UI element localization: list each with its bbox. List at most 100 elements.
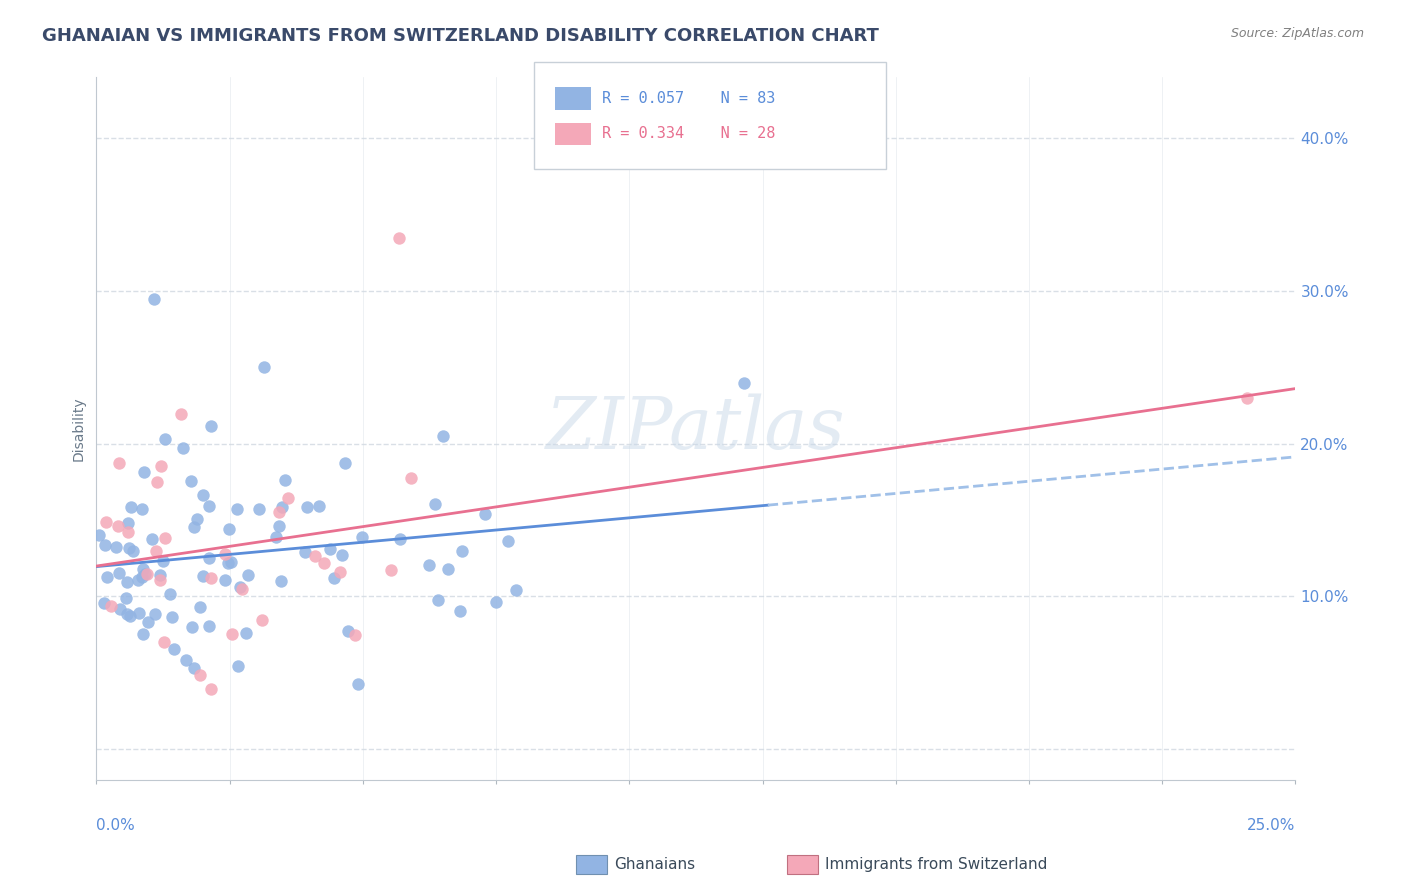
Point bbox=[226, 659, 249, 673]
Point bbox=[449, 604, 471, 618]
Point bbox=[96, 515, 118, 529]
Point bbox=[117, 525, 139, 540]
Point bbox=[294, 545, 316, 559]
Point bbox=[186, 512, 208, 526]
Point bbox=[136, 566, 159, 581]
Point bbox=[114, 591, 136, 605]
Text: 25.0%: 25.0% bbox=[1247, 818, 1295, 833]
Point bbox=[399, 470, 422, 484]
Point bbox=[295, 500, 318, 514]
Point bbox=[343, 628, 366, 642]
Point bbox=[118, 541, 141, 556]
Point bbox=[131, 627, 153, 641]
Text: 0.0%: 0.0% bbox=[97, 818, 135, 833]
Point bbox=[191, 569, 214, 583]
Point bbox=[131, 501, 153, 516]
Point bbox=[418, 558, 440, 572]
Point bbox=[329, 565, 352, 579]
Point bbox=[270, 574, 292, 588]
Point bbox=[108, 602, 131, 616]
Point bbox=[128, 606, 150, 620]
Point bbox=[271, 500, 294, 514]
Point bbox=[250, 613, 273, 627]
Point bbox=[160, 609, 183, 624]
Point bbox=[136, 615, 159, 630]
Text: R = 0.334    N = 28: R = 0.334 N = 28 bbox=[602, 127, 775, 141]
Point bbox=[120, 500, 142, 514]
Point bbox=[200, 419, 222, 434]
Point bbox=[188, 668, 211, 682]
Point bbox=[1236, 391, 1258, 405]
Point bbox=[142, 292, 165, 306]
Point bbox=[122, 544, 145, 558]
Point bbox=[231, 582, 253, 596]
Point bbox=[308, 499, 330, 513]
Point bbox=[183, 520, 205, 534]
Point bbox=[87, 528, 110, 542]
Point bbox=[100, 599, 122, 613]
Point bbox=[496, 534, 519, 549]
Text: Source: ZipAtlas.com: Source: ZipAtlas.com bbox=[1230, 27, 1364, 40]
Point bbox=[451, 544, 474, 558]
Point bbox=[105, 540, 128, 554]
Point bbox=[153, 635, 176, 649]
Point bbox=[191, 488, 214, 502]
Point bbox=[115, 575, 138, 590]
Text: GHANAIAN VS IMMIGRANTS FROM SWITZERLAND DISABILITY CORRELATION CHART: GHANAIAN VS IMMIGRANTS FROM SWITZERLAND … bbox=[42, 27, 879, 45]
Point bbox=[96, 570, 118, 584]
Point bbox=[219, 556, 242, 570]
Point bbox=[214, 547, 236, 561]
Point bbox=[318, 542, 340, 557]
Point bbox=[180, 620, 202, 634]
Point bbox=[333, 456, 356, 470]
Point bbox=[200, 571, 222, 585]
Point bbox=[149, 573, 172, 587]
Point bbox=[108, 456, 131, 470]
Point bbox=[141, 532, 163, 546]
Point bbox=[94, 538, 117, 552]
Point bbox=[134, 567, 156, 582]
Point bbox=[120, 609, 142, 624]
Point bbox=[273, 473, 295, 487]
Point bbox=[127, 573, 149, 587]
Point bbox=[264, 530, 287, 544]
Text: Ghanaians: Ghanaians bbox=[614, 857, 696, 871]
Point bbox=[174, 653, 197, 667]
Point bbox=[267, 506, 290, 520]
Point bbox=[312, 557, 335, 571]
Point bbox=[143, 607, 166, 621]
Point bbox=[380, 563, 402, 577]
Point bbox=[107, 518, 129, 533]
Point bbox=[149, 459, 172, 474]
Point bbox=[229, 580, 252, 594]
Point bbox=[350, 530, 373, 544]
Text: R = 0.057    N = 83: R = 0.057 N = 83 bbox=[602, 91, 775, 105]
Point bbox=[180, 474, 202, 488]
Point bbox=[474, 507, 496, 521]
Point bbox=[172, 441, 194, 455]
Point bbox=[330, 548, 353, 562]
Point bbox=[153, 433, 176, 447]
Point bbox=[221, 627, 243, 641]
Point bbox=[304, 549, 326, 563]
Point bbox=[226, 501, 249, 516]
Point bbox=[236, 567, 259, 582]
Point bbox=[336, 624, 359, 638]
Point bbox=[423, 497, 446, 511]
Point bbox=[235, 625, 257, 640]
Point bbox=[170, 407, 193, 421]
Point bbox=[115, 607, 138, 621]
Point bbox=[200, 682, 222, 697]
Point bbox=[733, 376, 755, 390]
Point bbox=[277, 491, 299, 505]
Point bbox=[432, 429, 454, 443]
Point bbox=[183, 661, 205, 675]
Point bbox=[387, 231, 409, 245]
Point bbox=[247, 501, 270, 516]
Point bbox=[93, 596, 115, 610]
Text: Immigrants from Switzerland: Immigrants from Switzerland bbox=[825, 857, 1047, 871]
Point bbox=[269, 519, 291, 533]
Y-axis label: Disability: Disability bbox=[72, 396, 86, 461]
Point bbox=[218, 522, 240, 536]
Point bbox=[217, 556, 239, 570]
